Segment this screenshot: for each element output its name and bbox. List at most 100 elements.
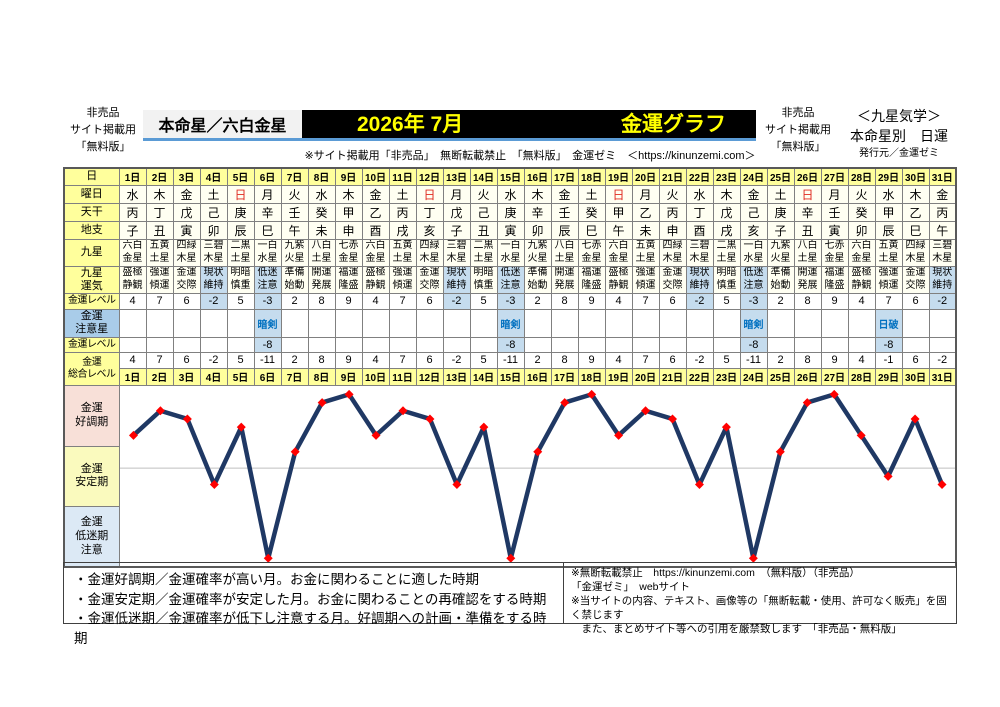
cell-weekday-day19: 日	[604, 184, 633, 204]
cell-date-header-day22: 22日	[685, 167, 714, 186]
cell-axis-days-day25: 25日	[766, 367, 795, 386]
cell-date-header-day18: 18日	[577, 167, 606, 186]
cell-level2-day30	[901, 336, 930, 353]
cell-axis-days-day30: 30日	[901, 367, 930, 386]
row-label-caution-star: 金運 注意星	[63, 308, 120, 338]
cell-tenkan-day13: 戊	[442, 202, 471, 222]
cell-unki-day10: 盛極 静観	[361, 265, 390, 294]
cell-level2-day5	[226, 336, 255, 353]
cell-level2-day29: -8	[874, 336, 903, 353]
cell-caution-star-day23	[712, 308, 741, 338]
cell-axis-days-day29: 29日	[874, 367, 903, 386]
cell-chishi-day29: 辰	[874, 220, 903, 240]
cell-total-level-day1: 4	[118, 351, 147, 369]
cell-level1-day17: 8	[550, 292, 579, 310]
cell-unki-day19: 盛極 静観	[604, 265, 633, 294]
cell-weekday-day9: 木	[334, 184, 363, 204]
cell-axis-days-day22: 22日	[685, 367, 714, 386]
data-point-day-7	[290, 446, 300, 456]
cell-tenkan-day16: 辛	[523, 202, 552, 222]
cell-date-header-day8: 8日	[307, 167, 336, 186]
cell-caution-star-day30	[901, 308, 930, 338]
data-point-day-13	[451, 479, 461, 489]
cell-unki-day9: 福運 隆盛	[334, 265, 363, 294]
cell-tenkan-day25: 庚	[766, 202, 795, 222]
cell-unki-day28: 盛極 静観	[847, 265, 876, 294]
cell-caution-star-day2	[145, 308, 174, 338]
cell-chishi-day30: 巳	[901, 220, 930, 240]
cell-date-header-day19: 19日	[604, 167, 633, 186]
cell-date-header-day11: 11日	[388, 167, 417, 186]
cell-axis-days-day2: 2日	[145, 367, 174, 386]
cell-total-level-day14: 5	[469, 351, 498, 369]
cell-caution-star-day31	[928, 308, 957, 338]
cell-kyusei-day26: 八白 土星	[793, 238, 822, 267]
data-point-day-25	[775, 446, 785, 456]
cell-weekday-day13: 月	[442, 184, 471, 204]
cell-tenkan-day27: 壬	[820, 202, 849, 222]
cell-level1-day8: 8	[307, 292, 336, 310]
cell-date-header-day29: 29日	[874, 167, 903, 186]
cell-tenkan-day10: 乙	[361, 202, 390, 222]
cell-level1-day25: 2	[766, 292, 795, 310]
cell-tenkan-day20: 乙	[631, 202, 660, 222]
data-point-day-4	[209, 479, 219, 489]
cell-kyusei-day30: 四緑 木星	[901, 238, 930, 267]
cell-weekday-day1: 水	[118, 184, 147, 204]
row-label-tenkan: 天干	[63, 202, 120, 222]
badge-line: 非売品	[781, 107, 815, 119]
cell-weekday-day4: 土	[199, 184, 228, 204]
cell-weekday-day27: 月	[820, 184, 849, 204]
cell-caution-star-day13	[442, 308, 471, 338]
cell-total-level-day20: 7	[631, 351, 660, 369]
cell-total-level-day2: 7	[145, 351, 174, 369]
badge-line: サイト掲載用	[70, 124, 136, 137]
cell-tenkan-day23: 戊	[712, 202, 741, 222]
cell-caution-star-day20	[631, 308, 660, 338]
cell-weekday-day8: 水	[307, 184, 336, 204]
data-point-day-3	[182, 414, 192, 424]
cell-total-level-day27: 9	[820, 351, 849, 369]
cell-axis-days-day16: 16日	[523, 367, 552, 386]
cell-tenkan-day30: 乙	[901, 202, 930, 222]
cell-weekday-day30: 木	[901, 184, 930, 204]
cell-level1-day13: -2	[442, 292, 471, 310]
badge-line: サイト掲載用	[765, 124, 831, 137]
cell-weekday-day28: 火	[847, 184, 876, 204]
cell-level1-day1: 4	[118, 292, 147, 310]
cell-total-level-day4: -2	[199, 351, 228, 369]
badge-line: 「無料版」	[75, 141, 131, 154]
cell-weekday-day2: 木	[145, 184, 174, 204]
cell-total-level-day25: 2	[766, 351, 795, 369]
banner-subtitle: ※サイト掲載用「非売品」 無断転載禁止 「無料版」 金運ゼミ ＜https://…	[304, 150, 756, 162]
cell-axis-days-day7: 7日	[280, 367, 309, 386]
cell-kyusei-day8: 八白 土星	[307, 238, 336, 267]
cell-total-level-day6: -11	[253, 351, 282, 369]
cell-tenkan-day1: 丙	[118, 202, 147, 222]
row-label-unki: 九星 運気	[63, 265, 120, 294]
cell-tenkan-day28: 癸	[847, 202, 876, 222]
cell-unki-day20: 強運 傾運	[631, 265, 660, 294]
cell-level2-day31	[928, 336, 957, 353]
cell-kyusei-day23: 二黒 土星	[712, 238, 741, 267]
cell-chishi-day21: 申	[658, 220, 687, 240]
cell-kyusei-day16: 九紫 火星	[523, 238, 552, 267]
copyright-line: ※無断転載禁止 https://kinunzemi.com （無料版）（非売品）	[571, 567, 860, 579]
cell-unki-day5: 明暗 慎重	[226, 265, 255, 294]
cell-axis-days-day1: 1日	[118, 367, 147, 386]
cell-unki-day22: 現状 維持	[685, 265, 714, 294]
cell-level2-day27	[820, 336, 849, 353]
cell-unki-day11: 強運 傾運	[388, 265, 417, 294]
cell-kyusei-day24: 一白 水星	[739, 238, 768, 267]
cell-kyusei-day21: 四緑 木星	[658, 238, 687, 267]
data-point-day-27	[829, 389, 839, 399]
cell-chishi-day31: 午	[928, 220, 957, 240]
cell-kyusei-day29: 五黄 土星	[874, 238, 903, 267]
data-point-day-29	[883, 471, 893, 481]
cell-tenkan-day15: 庚	[496, 202, 525, 222]
cell-chishi-day6: 巳	[253, 220, 282, 240]
cell-axis-days-day31: 31日	[928, 367, 957, 386]
cell-unki-day31: 現状 維持	[928, 265, 957, 294]
cell-axis-days-day24: 24日	[739, 367, 768, 386]
